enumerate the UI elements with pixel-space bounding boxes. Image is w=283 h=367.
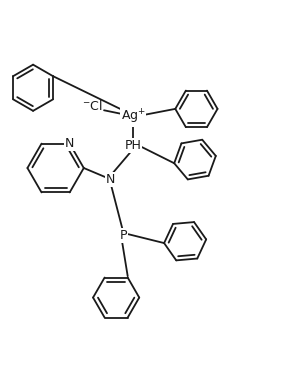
- Text: PH: PH: [125, 139, 142, 152]
- Text: N: N: [106, 173, 115, 186]
- Text: Ag$^{+}$: Ag$^{+}$: [121, 108, 145, 127]
- Text: N: N: [65, 137, 74, 150]
- Text: P: P: [119, 229, 127, 242]
- Text: $^{-}$Cl: $^{-}$Cl: [82, 99, 103, 113]
